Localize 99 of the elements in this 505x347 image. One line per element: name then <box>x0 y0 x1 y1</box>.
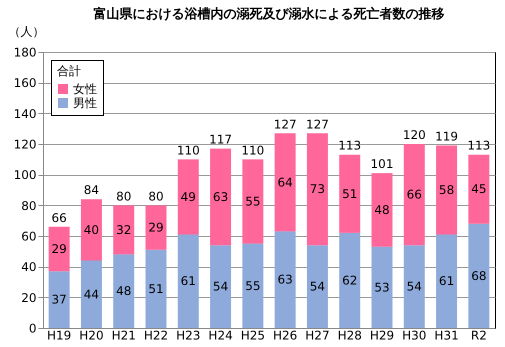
y-axis-title: （人） <box>8 24 44 38</box>
bar <box>372 173 392 247</box>
data-label: 48 <box>374 202 390 217</box>
total-label: 119 <box>435 130 458 144</box>
y-tick-label: 60 <box>21 230 36 244</box>
y-tick-label: 180 <box>14 46 36 60</box>
total-label: 120 <box>402 128 426 142</box>
bar <box>468 154 490 224</box>
bar <box>178 159 199 234</box>
total-label: 66 <box>52 210 67 225</box>
bar <box>306 133 328 246</box>
data-label: 62 <box>342 273 358 288</box>
data-label: 66 <box>406 188 422 202</box>
x-tick-label: H19 <box>46 328 72 342</box>
y-tick-label: 0 <box>28 322 36 336</box>
total-label: 80 <box>116 189 132 204</box>
data-label: 49 <box>180 190 196 204</box>
total-label: 80 <box>148 189 164 204</box>
total-label: 101 <box>370 157 394 172</box>
data-label: 55 <box>245 278 260 293</box>
y-tick-label: 80 <box>21 198 36 213</box>
data-label: 61 <box>180 274 196 288</box>
x-tick-label: H22 <box>144 328 168 342</box>
data-label: 63 <box>212 190 228 204</box>
bar <box>436 146 458 234</box>
data-label: 68 <box>471 268 486 283</box>
total-label: 117 <box>209 132 232 147</box>
data-label: 55 <box>245 194 260 208</box>
legend-label: 男性 <box>73 96 97 110</box>
bar <box>146 250 166 328</box>
bar <box>274 133 296 232</box>
bar <box>113 254 134 328</box>
bar <box>339 232 360 328</box>
x-tick-label: H26 <box>272 328 298 342</box>
bar <box>372 246 392 328</box>
bar <box>178 234 199 328</box>
data-label: 73 <box>310 182 326 196</box>
y-tick-label: 120 <box>14 138 36 152</box>
data-label: 44 <box>84 287 100 302</box>
legend-title: 合計 <box>57 64 81 78</box>
bar <box>339 154 360 233</box>
data-label: 54 <box>310 280 326 294</box>
data-label: 51 <box>148 282 164 296</box>
x-tick-label: H21 <box>112 328 136 342</box>
data-label: 29 <box>148 220 164 235</box>
y-tick-label: 20 <box>21 290 36 305</box>
chart-title: 富山県における浴槽内の溺死及び溺水による死亡者数の推移 <box>94 6 444 22</box>
bar <box>146 205 166 250</box>
data-label: 54 <box>212 280 228 294</box>
data-label: 54 <box>406 280 422 294</box>
bar <box>80 260 102 328</box>
total-label: 113 <box>467 138 490 153</box>
x-tick-label: H29 <box>370 328 394 342</box>
data-label: 61 <box>438 274 454 288</box>
x-tick-label: H28 <box>338 328 362 342</box>
bar <box>306 245 328 328</box>
y-tick-label: 160 <box>14 76 36 90</box>
total-label: 84 <box>84 183 100 198</box>
bar <box>48 226 70 272</box>
data-label: 63 <box>278 272 293 287</box>
bar <box>404 144 425 246</box>
x-tick-label: H24 <box>208 328 233 342</box>
data-label: 37 <box>52 292 67 307</box>
data-label: 64 <box>278 175 293 190</box>
y-tick-label: 40 <box>21 260 36 274</box>
x-tick-label: H20 <box>79 328 104 342</box>
x-tick-label: H30 <box>402 328 426 342</box>
data-label: 32 <box>116 222 132 237</box>
bar <box>48 271 70 328</box>
x-tick-label: H27 <box>305 328 330 342</box>
data-label: 40 <box>84 222 100 237</box>
bar <box>274 231 296 328</box>
legend-label: 女性 <box>73 82 97 96</box>
bar <box>242 244 264 328</box>
bar <box>113 205 134 254</box>
x-tick-label: R2 <box>470 328 487 342</box>
bar <box>242 159 264 244</box>
total-label: 110 <box>176 143 200 158</box>
x-tick-label: H23 <box>176 328 200 342</box>
data-label: 45 <box>471 182 486 196</box>
data-label: 58 <box>438 183 454 197</box>
x-tick-label: H31 <box>434 328 459 342</box>
x-tick-label: H25 <box>240 328 266 342</box>
data-label: 29 <box>52 242 67 256</box>
data-label: 53 <box>374 280 390 294</box>
bar <box>436 234 458 328</box>
data-label: 51 <box>342 186 358 201</box>
total-label: 110 <box>241 143 264 158</box>
bar <box>404 245 425 328</box>
y-tick-label: 100 <box>14 168 36 182</box>
bar <box>210 148 232 246</box>
total-label: 127 <box>306 117 329 132</box>
data-label: 48 <box>116 284 132 298</box>
bar <box>468 224 490 328</box>
y-tick-label: 140 <box>14 106 36 121</box>
bar <box>210 245 232 328</box>
total-label: 113 <box>338 138 362 153</box>
total-label: 127 <box>274 117 297 132</box>
bar <box>80 199 102 261</box>
